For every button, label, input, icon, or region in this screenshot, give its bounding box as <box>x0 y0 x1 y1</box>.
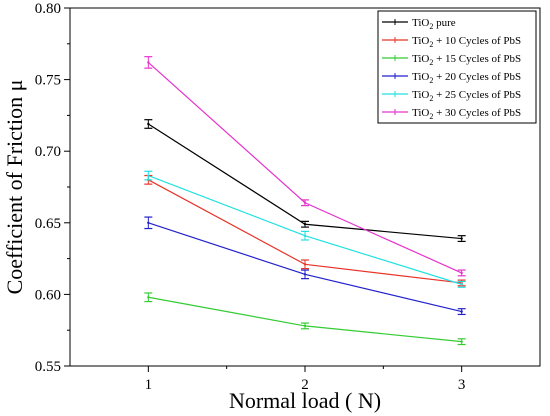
data-point <box>303 223 307 226</box>
x-tick-label: 1 <box>145 377 153 393</box>
data-point <box>303 234 307 237</box>
x-tick-label: 3 <box>458 377 466 393</box>
data-point <box>460 237 463 240</box>
error-bar <box>457 235 466 243</box>
data-point <box>460 283 463 286</box>
y-tick-label: 0.75 <box>35 73 61 89</box>
x-tick-label: 2 <box>301 377 309 393</box>
axes: 0.55 0.60 0.65 0.70 0.75 0.80 1 2 3 <box>35 1 541 393</box>
error-bar <box>144 216 153 230</box>
data-point <box>303 324 307 328</box>
legend-label: TiO2 + 10 Cycles of PbS <box>412 35 521 49</box>
data-point <box>147 296 150 299</box>
y-tick-label: 0.70 <box>35 144 61 160</box>
legend-label: TiO2 + 20 Cycles of PbS <box>412 71 521 85</box>
error-bar <box>457 269 466 277</box>
x-axis-title: Normal load ( N) <box>229 388 381 413</box>
data-point <box>303 273 307 276</box>
error-bar <box>457 308 466 316</box>
error-bars <box>144 56 466 346</box>
error-bar <box>301 322 309 330</box>
legend-item: TiO2 pure <box>382 17 456 31</box>
legend: TiO2 pure TiO2 + 10 Cycles of PbS TiO2 + 1… <box>377 10 537 124</box>
error-bar <box>301 259 309 270</box>
y-tick-label: 0.55 <box>35 359 61 375</box>
y-tick-label: 0.65 <box>35 216 61 232</box>
legend-item: TiO2 + 15 Cycles of PbS <box>382 53 521 67</box>
data-point <box>460 271 463 275</box>
error-bar <box>301 230 309 241</box>
data-point <box>147 174 150 177</box>
error-bar <box>144 292 153 303</box>
error-bar <box>301 269 309 280</box>
error-bar <box>144 56 153 69</box>
legend-label: TiO2 + 30 Cycles of PbS <box>412 107 521 121</box>
series-line <box>148 296 462 343</box>
data-point <box>147 61 150 64</box>
data-point <box>147 221 150 224</box>
legend-box <box>377 10 537 124</box>
error-bar <box>301 220 309 228</box>
legend-item: TiO2 + 30 Cycles of PbS <box>382 107 521 121</box>
legend-label: TiO2 + 15 Cycles of PbS <box>412 53 521 67</box>
legend-item: TiO2 + 20 Cycles of PbS <box>382 71 521 85</box>
error-bar <box>301 199 309 207</box>
error-bar <box>457 338 466 346</box>
data-point <box>460 340 463 343</box>
error-bar <box>457 280 466 288</box>
legend-label: TiO2 + 25 Cycles of PbS <box>412 89 521 103</box>
legend-label: TiO2 pure <box>412 17 456 31</box>
data-point <box>303 263 307 266</box>
legend-item: TiO2 + 25 Cycles of PbS <box>382 89 521 103</box>
data-point <box>147 122 150 126</box>
y-tick-label: 0.60 <box>35 287 61 303</box>
y-axis-title: Coefficient of Friction μ <box>2 80 27 295</box>
error-bar <box>144 170 153 181</box>
error-bar <box>144 119 153 129</box>
y-tick-label: 0.80 <box>35 1 61 17</box>
data-point <box>303 201 307 204</box>
legend-item: TiO2 + 10 Cycles of PbS <box>382 35 521 49</box>
data-point <box>460 310 463 313</box>
